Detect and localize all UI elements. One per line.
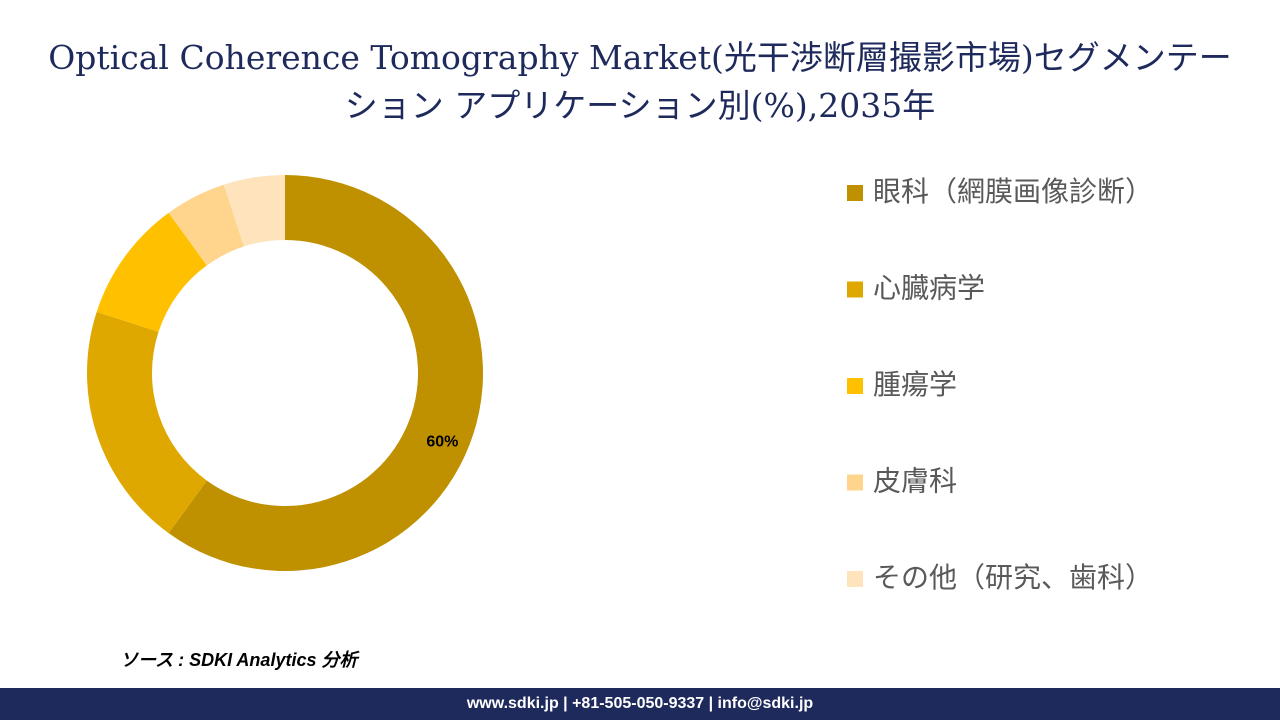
footer: www.sdki.jp | +81-505-050-9337 | info@sd… [0, 688, 1280, 720]
legend-label: 皮膚科 [873, 465, 957, 498]
legend-swatch [847, 281, 863, 298]
source-note: ソース : SDKI Analytics 分析 [120, 650, 358, 670]
donut-segment [168, 184, 244, 266]
chart-title: Optical Coherence Tomography Market(光干渉断… [48, 38, 1232, 125]
donut-segment [96, 212, 207, 332]
legend-swatch [847, 378, 863, 394]
donut-segment [87, 311, 207, 534]
legend-label: 心臓病学 [873, 272, 985, 305]
legend-label: その他（研究、歯科） [873, 561, 1153, 594]
legend-label: 眼科（網膜画像診断） [873, 175, 1153, 208]
legend-swatch [847, 474, 863, 491]
donut-segment [223, 175, 285, 247]
legend-swatch [847, 571, 863, 587]
data-label: 60% [426, 433, 458, 450]
donut-segment [168, 175, 484, 571]
legend-swatch [847, 185, 863, 201]
legend-label: 腫瘍学 [873, 368, 957, 401]
